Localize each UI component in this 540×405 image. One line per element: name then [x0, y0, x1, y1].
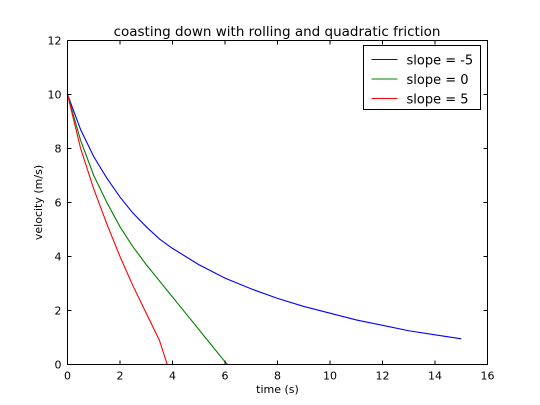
x-tick-label: 0 — [64, 370, 71, 383]
series-line-2 — [66, 94, 462, 366]
y-tick-label: 8 — [55, 143, 62, 156]
x-axis-label: time (s) — [256, 383, 299, 396]
legend: slope = -5 slope = 0 slope = 5 — [363, 45, 481, 110]
legend-label-0: slope = -5 — [407, 54, 474, 69]
y-tick-label: 10 — [48, 89, 62, 102]
y-tick-label: 2 — [55, 305, 62, 318]
series-line-0 — [66, 94, 462, 340]
y-tick-label: 4 — [55, 251, 62, 264]
y-tick-label: 0 — [55, 359, 62, 372]
x-tick-label: 4 — [169, 370, 176, 383]
x-tick-label: 6 — [222, 370, 229, 383]
x-tick-label: 10 — [323, 370, 337, 383]
legend-label-1: slope = 0 — [407, 73, 469, 88]
x-tick-label: 2 — [117, 370, 124, 383]
series-line-1 — [66, 94, 462, 366]
x-tick-label: 16 — [481, 370, 495, 383]
plot-lines — [66, 94, 462, 366]
x-tick-label: 12 — [376, 370, 390, 383]
chart-title: coasting down with rolling and quadratic… — [114, 24, 441, 40]
legend-label-2: slope = 5 — [407, 93, 469, 108]
y-tick-label: 12 — [48, 35, 62, 48]
y-tick-label: 6 — [55, 197, 62, 210]
x-tick-label: 8 — [274, 370, 281, 383]
axis-ticks: 0 2 4 6 8 10 12 14 16 0 2 4 6 8 10 12 — [48, 35, 495, 383]
x-tick-label: 14 — [428, 370, 442, 383]
y-axis-label: velocity (m/s) — [32, 165, 45, 240]
